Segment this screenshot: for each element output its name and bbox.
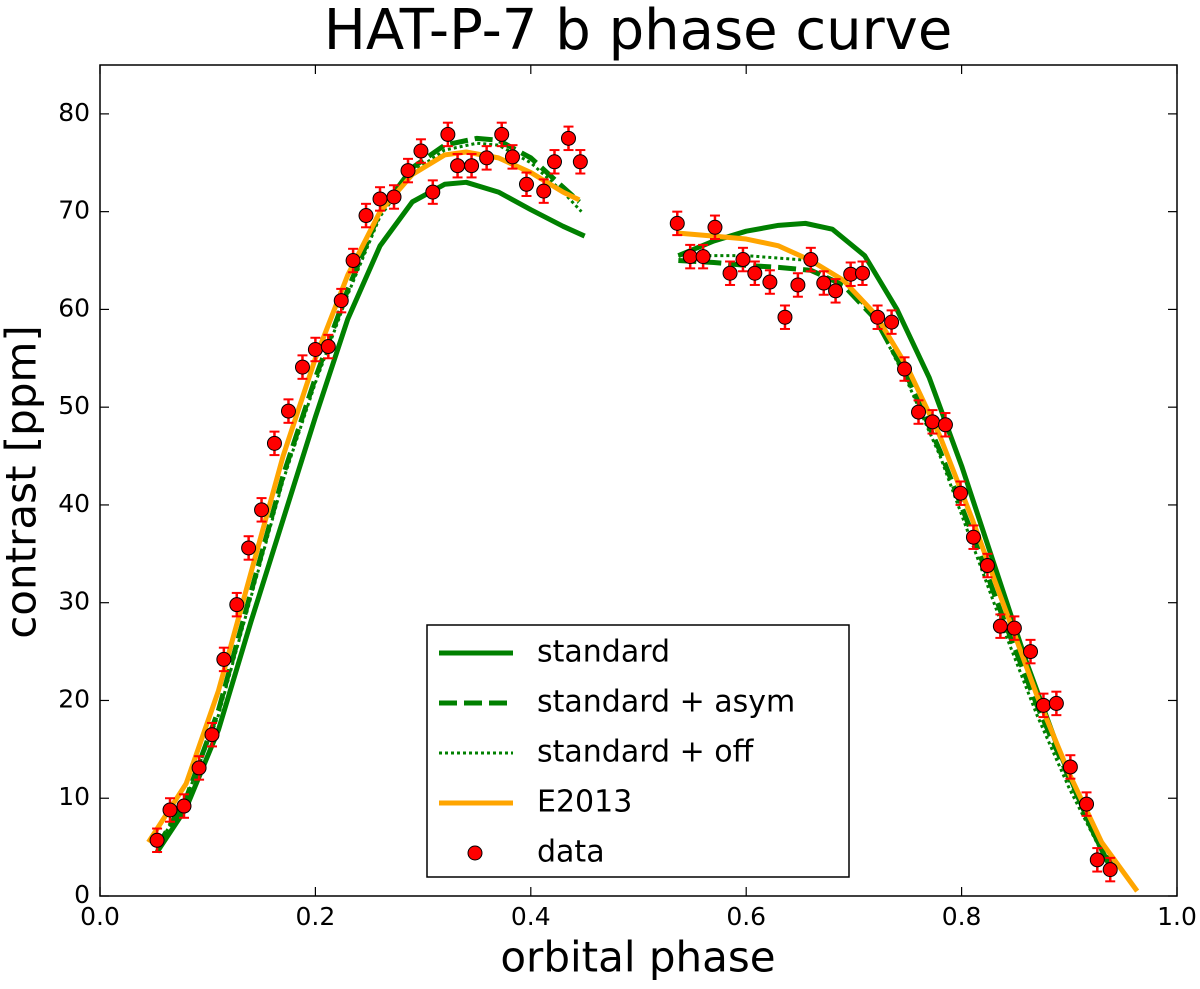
x-tick-label: 1.0 <box>1157 902 1197 931</box>
data-point <box>204 727 220 743</box>
data-point <box>897 361 913 377</box>
data-point <box>682 249 698 265</box>
x-tick-label: 0.8 <box>942 902 982 931</box>
data-point <box>280 403 296 419</box>
data-point <box>925 414 941 430</box>
data-point <box>979 558 995 574</box>
data-point <box>1048 695 1064 711</box>
data-point <box>560 130 576 146</box>
data-point <box>400 163 416 179</box>
data-point <box>440 126 456 142</box>
data-point <box>669 215 685 231</box>
y-axis-label: contrast [ppm] <box>0 325 46 639</box>
legend-label: standard + off <box>537 735 755 770</box>
data-point <box>241 540 257 556</box>
data-point <box>162 802 178 818</box>
y-tick-label: 10 <box>58 782 90 811</box>
data-point <box>1035 697 1051 713</box>
data-point <box>777 309 793 325</box>
data-point <box>518 176 534 192</box>
x-tick-label: 0.0 <box>80 902 120 931</box>
data-point <box>1062 759 1078 775</box>
data-point <box>722 265 738 281</box>
data-point <box>536 183 552 199</box>
data-point <box>358 208 374 224</box>
data-point <box>870 309 886 325</box>
data-point <box>216 651 232 667</box>
data-point <box>937 417 953 433</box>
y-tick-label: 70 <box>58 196 90 225</box>
data-point <box>494 126 510 142</box>
data-point <box>1102 862 1118 878</box>
data-point <box>1006 620 1022 636</box>
chart-title: HAT-P-7 b phase curve <box>324 0 953 63</box>
data-point <box>345 253 361 269</box>
data-point <box>504 149 520 165</box>
data-point <box>965 529 981 545</box>
x-axis-label: orbital phase <box>500 933 775 982</box>
data-point <box>828 283 844 299</box>
legend-label: data <box>537 835 605 870</box>
y-tick-label: 20 <box>58 684 90 713</box>
data-point <box>191 760 207 776</box>
y-tick-label: 40 <box>58 489 90 518</box>
x-tick-label: 0.2 <box>296 902 336 931</box>
y-tick-label: 30 <box>58 587 90 616</box>
data-point <box>294 359 310 375</box>
data-point <box>333 293 349 309</box>
y-tick-label: 50 <box>58 391 90 420</box>
data-point <box>953 485 969 501</box>
data-point <box>320 339 336 355</box>
data-point <box>735 252 751 268</box>
data-point <box>572 154 588 170</box>
data-point <box>307 341 323 357</box>
data-point <box>546 154 562 170</box>
legend-label: standard <box>537 635 670 670</box>
legend-label: E2013 <box>537 785 632 820</box>
data-point <box>450 158 466 174</box>
data-point <box>1023 644 1039 660</box>
data-point <box>790 277 806 293</box>
data-point <box>386 189 402 205</box>
y-tick-label: 0 <box>74 880 90 909</box>
data-point <box>992 618 1008 634</box>
legend-box <box>426 624 850 878</box>
data-point <box>425 184 441 200</box>
data-point <box>1079 796 1095 812</box>
data-point <box>695 249 711 265</box>
data-point <box>413 143 429 159</box>
legend-label: standard + asym <box>537 685 795 720</box>
data-point <box>816 275 832 291</box>
y-tick-label: 60 <box>58 293 90 322</box>
data-point <box>372 191 388 207</box>
data-point <box>803 252 819 268</box>
data-point <box>229 597 245 613</box>
data-point <box>707 219 723 235</box>
data-point <box>855 265 871 281</box>
data-point <box>762 274 778 290</box>
data-point <box>464 158 480 174</box>
x-tick-label: 0.4 <box>511 902 551 931</box>
data-point <box>254 502 270 518</box>
data-point <box>911 404 927 420</box>
legend-marker <box>467 845 483 861</box>
data-point <box>176 798 192 814</box>
legend: standard standard + asym standard + off E20… <box>426 624 850 878</box>
data-point <box>479 150 495 166</box>
data-point <box>1089 852 1105 868</box>
data-point <box>747 265 763 281</box>
data-point <box>266 435 282 451</box>
data-point <box>884 314 900 330</box>
y-tick-label: 80 <box>58 98 90 127</box>
x-tick-label: 0.6 <box>726 902 766 931</box>
plot-frame <box>99 64 1178 897</box>
data-point <box>149 832 165 848</box>
series-line <box>155 141 1103 853</box>
